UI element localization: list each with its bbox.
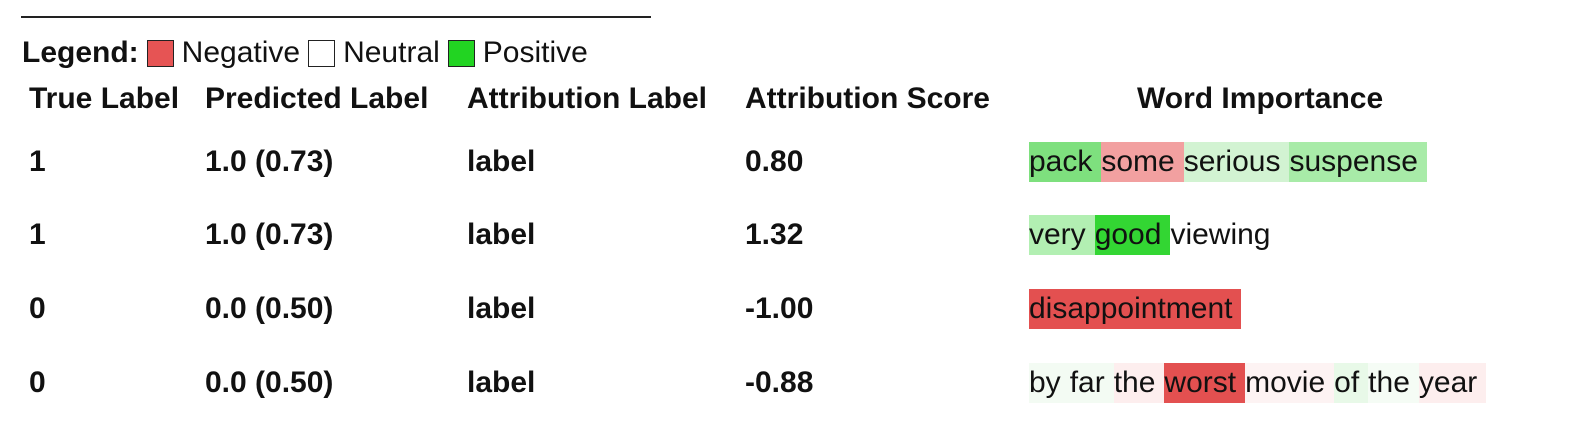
word-token: very bbox=[1029, 215, 1095, 255]
word-token: viewing bbox=[1170, 215, 1280, 255]
true-label-cell: 0 bbox=[29, 366, 46, 399]
legend-label-positive: Positive bbox=[482, 36, 588, 69]
word-token: pack bbox=[1029, 142, 1102, 182]
table-row: 1 1.0 (0.73) label 1.32 very good viewing bbox=[0, 215, 1594, 255]
word-importance-cell: by far the worst movie of the year bbox=[1029, 363, 1487, 403]
word-token: far bbox=[1069, 363, 1114, 403]
word-token: the bbox=[1368, 363, 1419, 403]
attribution-score-cell: -0.88 bbox=[745, 366, 814, 399]
predicted-label-cell: 1.0 (0.73) bbox=[205, 145, 334, 178]
attribution-score-cell: -1.00 bbox=[745, 292, 814, 325]
header-attribution-label: Attribution Label bbox=[467, 82, 707, 115]
word-token: good bbox=[1094, 215, 1171, 255]
legend-item-positive: Positive bbox=[447, 36, 588, 70]
word-token: disappointment bbox=[1029, 289, 1242, 329]
legend-title: Legend: bbox=[22, 36, 139, 69]
attribution-score-cell: 0.80 bbox=[745, 145, 804, 178]
attribution-label-cell: label bbox=[467, 145, 536, 178]
header-attribution-score: Attribution Score bbox=[745, 82, 990, 115]
header-word-importance: Word Importance bbox=[1137, 82, 1384, 115]
header-predicted-label: Predicted Label bbox=[205, 82, 429, 115]
word-token: worst bbox=[1164, 363, 1246, 403]
true-label-cell: 1 bbox=[29, 218, 46, 251]
true-label-cell: 1 bbox=[29, 145, 46, 178]
predicted-label-cell: 0.0 (0.50) bbox=[205, 292, 334, 325]
legend-label-negative: Negative bbox=[181, 36, 301, 69]
word-token: by bbox=[1029, 363, 1070, 403]
table-row: 0 0.0 (0.50) label -0.88 by far the worst mo… bbox=[0, 363, 1594, 403]
word-importance-cell: very good viewing bbox=[1029, 215, 1280, 255]
attribution-label-cell: label bbox=[467, 218, 536, 251]
positive-swatch-icon bbox=[447, 39, 475, 67]
true-label-cell: 0 bbox=[29, 292, 46, 325]
word-token: the bbox=[1113, 363, 1165, 403]
word-importance-cell: pack some serious suspense bbox=[1029, 142, 1427, 182]
word-token: of bbox=[1334, 363, 1369, 403]
attribution-label-cell: label bbox=[467, 366, 536, 399]
word-token: some bbox=[1101, 142, 1184, 182]
table-header: True Label Predicted Label Attribution L… bbox=[0, 82, 1594, 122]
attribution-score-cell: 1.32 bbox=[745, 218, 804, 251]
word-token: suspense bbox=[1289, 142, 1427, 182]
table-row: 1 1.0 (0.73) label 0.80 pack some serious s… bbox=[0, 142, 1594, 182]
neutral-swatch-icon bbox=[308, 39, 336, 67]
predicted-label-cell: 0.0 (0.50) bbox=[205, 366, 334, 399]
attribution-label-cell: label bbox=[467, 292, 536, 325]
header-true-label: True Label bbox=[29, 82, 180, 115]
negative-swatch-icon bbox=[146, 39, 174, 67]
legend-item-neutral: Neutral bbox=[308, 36, 440, 70]
table-row: 0 0.0 (0.50) label -1.00 disappointment bbox=[0, 289, 1594, 329]
word-token: serious bbox=[1183, 142, 1290, 182]
predicted-label-cell: 1.0 (0.73) bbox=[205, 218, 334, 251]
legend: Legend: Negative Neutral Positive bbox=[22, 33, 596, 73]
word-token: movie bbox=[1245, 363, 1335, 403]
word-token: year bbox=[1418, 363, 1487, 403]
legend-label-neutral: Neutral bbox=[343, 36, 440, 69]
legend-item-negative: Negative bbox=[146, 36, 301, 70]
top-divider bbox=[21, 16, 651, 18]
word-importance-cell: disappointment bbox=[1029, 289, 1242, 329]
